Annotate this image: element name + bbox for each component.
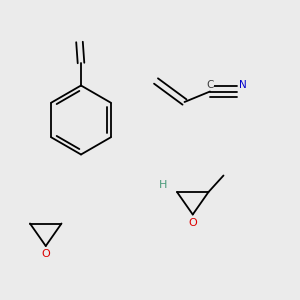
Text: N: N xyxy=(238,80,246,90)
Text: H: H xyxy=(159,180,168,190)
Text: O: O xyxy=(41,249,50,260)
Text: C: C xyxy=(206,80,214,90)
Text: O: O xyxy=(188,218,197,228)
